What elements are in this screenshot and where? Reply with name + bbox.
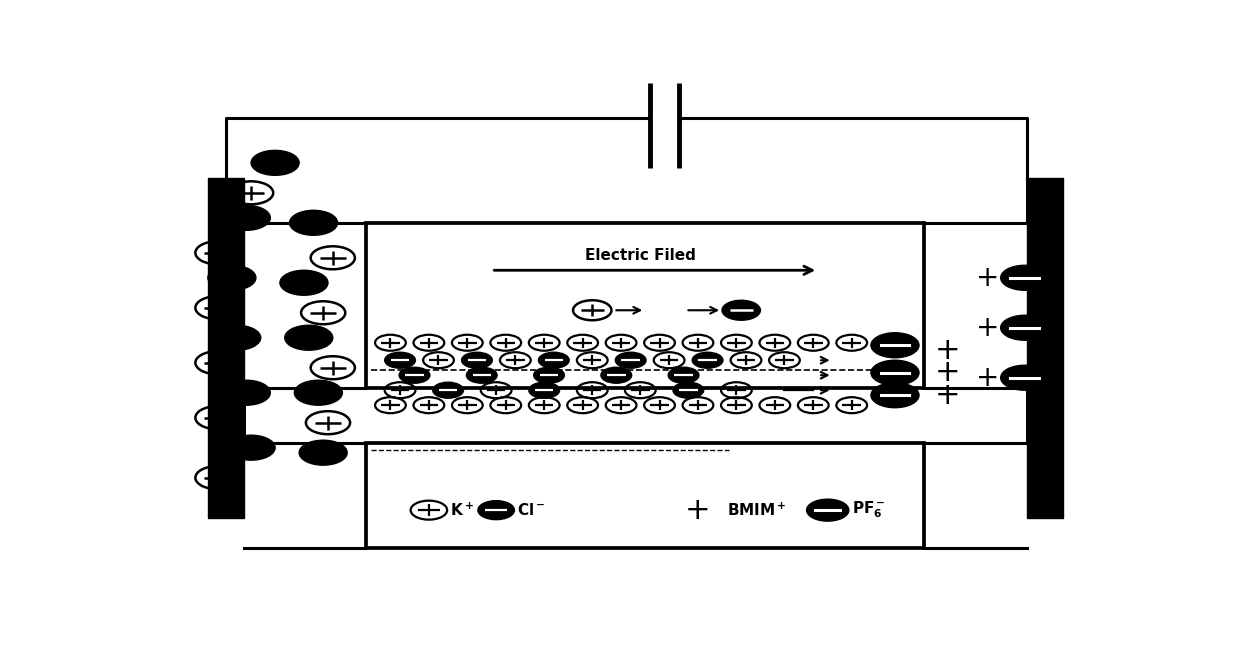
Circle shape <box>285 325 332 350</box>
Circle shape <box>1001 265 1049 290</box>
Circle shape <box>528 382 559 398</box>
Circle shape <box>213 325 260 350</box>
Text: +: + <box>976 363 999 392</box>
Circle shape <box>870 383 919 408</box>
Circle shape <box>692 352 723 368</box>
Text: +: + <box>935 358 961 387</box>
Circle shape <box>222 205 270 230</box>
Text: $\mathbf{BMIM^+}$: $\mathbf{BMIM^+}$ <box>727 502 786 519</box>
Circle shape <box>466 367 497 383</box>
Circle shape <box>806 499 849 521</box>
Bar <box>367 223 924 387</box>
Circle shape <box>208 265 255 290</box>
Text: +: + <box>935 336 961 365</box>
Bar <box>1027 178 1063 518</box>
Circle shape <box>870 333 919 358</box>
Text: Electric Filed: Electric Filed <box>585 248 696 263</box>
Text: $\mathbf{Cl^-}$: $\mathbf{Cl^-}$ <box>517 502 546 518</box>
Text: +: + <box>935 381 961 410</box>
Circle shape <box>538 352 569 368</box>
Circle shape <box>280 270 327 295</box>
Circle shape <box>668 367 699 383</box>
Circle shape <box>461 352 492 368</box>
Text: +: + <box>976 313 999 342</box>
Circle shape <box>601 367 631 383</box>
Circle shape <box>722 300 760 320</box>
Circle shape <box>384 352 415 368</box>
Circle shape <box>673 382 704 398</box>
Text: +: + <box>686 496 711 524</box>
Bar <box>367 443 924 548</box>
Circle shape <box>533 367 564 383</box>
Circle shape <box>299 440 347 465</box>
Circle shape <box>399 367 430 383</box>
Circle shape <box>477 500 515 520</box>
Text: +: + <box>976 263 999 292</box>
Bar <box>208 178 244 518</box>
Text: $\mathbf{K^+}$: $\mathbf{K^+}$ <box>450 502 474 519</box>
Circle shape <box>227 435 275 460</box>
Circle shape <box>433 382 464 398</box>
Circle shape <box>870 360 919 386</box>
Circle shape <box>1001 315 1049 340</box>
Circle shape <box>294 380 342 405</box>
Circle shape <box>289 210 337 236</box>
Circle shape <box>1001 365 1049 390</box>
Circle shape <box>615 352 646 368</box>
Circle shape <box>250 151 299 175</box>
Circle shape <box>222 380 270 405</box>
Text: $\mathbf{PF_6^-}$: $\mathbf{PF_6^-}$ <box>852 500 885 520</box>
